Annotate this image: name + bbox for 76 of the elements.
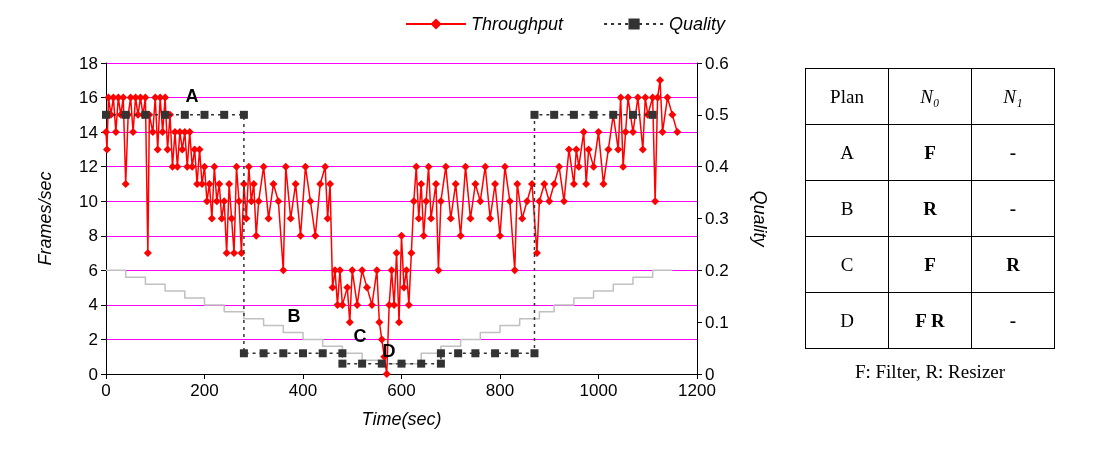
point bbox=[436, 349, 445, 358]
category-label: N₁ bbox=[971, 68, 1055, 125]
point bbox=[220, 110, 229, 119]
point bbox=[491, 349, 500, 358]
y-tick-label: 12 bbox=[79, 157, 98, 177]
y-tick-label: 6 bbox=[88, 260, 98, 280]
category-label: Plan bbox=[805, 68, 889, 125]
point bbox=[358, 359, 367, 368]
point bbox=[648, 110, 657, 119]
text: R bbox=[1006, 253, 1020, 275]
text: F bbox=[924, 141, 936, 163]
x-tick-label: 200 bbox=[190, 381, 219, 400]
point bbox=[530, 349, 539, 358]
y-tick-label: 8 bbox=[88, 226, 98, 246]
text: - bbox=[1009, 309, 1017, 331]
y2-tick-label: 0.4 bbox=[705, 157, 729, 177]
point bbox=[569, 110, 578, 119]
point bbox=[510, 349, 519, 358]
x-tick-label: 400 bbox=[288, 381, 318, 400]
point bbox=[589, 110, 598, 119]
y2-tick-label: 0.3 bbox=[705, 209, 729, 228]
text: R bbox=[923, 197, 937, 219]
point bbox=[454, 349, 463, 358]
y-tick-label: 4 bbox=[88, 295, 98, 315]
y-tick-label: 0 bbox=[88, 364, 98, 384]
point bbox=[279, 349, 288, 358]
point bbox=[338, 359, 347, 368]
point bbox=[259, 349, 268, 358]
y2-tick-label: 0.2 bbox=[705, 260, 729, 280]
point bbox=[417, 359, 426, 368]
y2-tick-label: 0.5 bbox=[705, 105, 729, 125]
text: F: Filter, R: Resizer bbox=[853, 361, 1007, 383]
x-axis-title: Time(sec) bbox=[361, 409, 442, 429]
point bbox=[550, 110, 559, 119]
point bbox=[102, 110, 110, 119]
x-tick-label: 800 bbox=[485, 381, 515, 400]
y2-tick-label: 0.6 bbox=[705, 53, 729, 73]
point bbox=[436, 359, 445, 368]
point bbox=[377, 359, 386, 368]
text: B bbox=[840, 197, 854, 219]
annotation: B bbox=[287, 306, 301, 326]
category-label: N₀ bbox=[888, 68, 972, 125]
text: F R bbox=[915, 309, 945, 331]
y-tick-label: 18 bbox=[79, 53, 98, 73]
x-tick-label: 600 bbox=[387, 381, 416, 400]
legend-label: Quality bbox=[669, 14, 727, 34]
point bbox=[318, 349, 327, 358]
y-tick-label: 2 bbox=[88, 329, 98, 349]
x-tick-label: 1200 bbox=[678, 381, 716, 400]
y-tick-label: 14 bbox=[79, 122, 98, 142]
text: - bbox=[1009, 141, 1017, 163]
point bbox=[200, 110, 209, 119]
text: - bbox=[1009, 197, 1017, 219]
point bbox=[397, 359, 406, 368]
point bbox=[530, 110, 539, 119]
y-tick-label: 10 bbox=[79, 191, 98, 211]
x-tick-label: 0 bbox=[101, 381, 111, 400]
x-tick-label: 1000 bbox=[579, 381, 618, 400]
point bbox=[239, 110, 248, 119]
point bbox=[471, 349, 480, 358]
y-tick-label: 16 bbox=[79, 88, 98, 108]
text: F bbox=[924, 253, 936, 275]
y2-tick-label: 0.1 bbox=[705, 312, 729, 332]
point bbox=[161, 110, 170, 119]
point bbox=[338, 349, 347, 358]
y2-tick-label: 0 bbox=[705, 364, 715, 384]
point bbox=[628, 110, 637, 119]
text: A bbox=[840, 141, 854, 163]
y2-axis-title: Quality bbox=[750, 190, 770, 248]
text: D bbox=[840, 309, 854, 331]
point bbox=[239, 349, 248, 358]
point bbox=[299, 349, 307, 358]
text: C bbox=[840, 253, 854, 275]
y-axis-title: Frames/sec bbox=[35, 171, 55, 266]
legend-label: Throughput bbox=[471, 14, 565, 34]
point bbox=[180, 110, 189, 119]
